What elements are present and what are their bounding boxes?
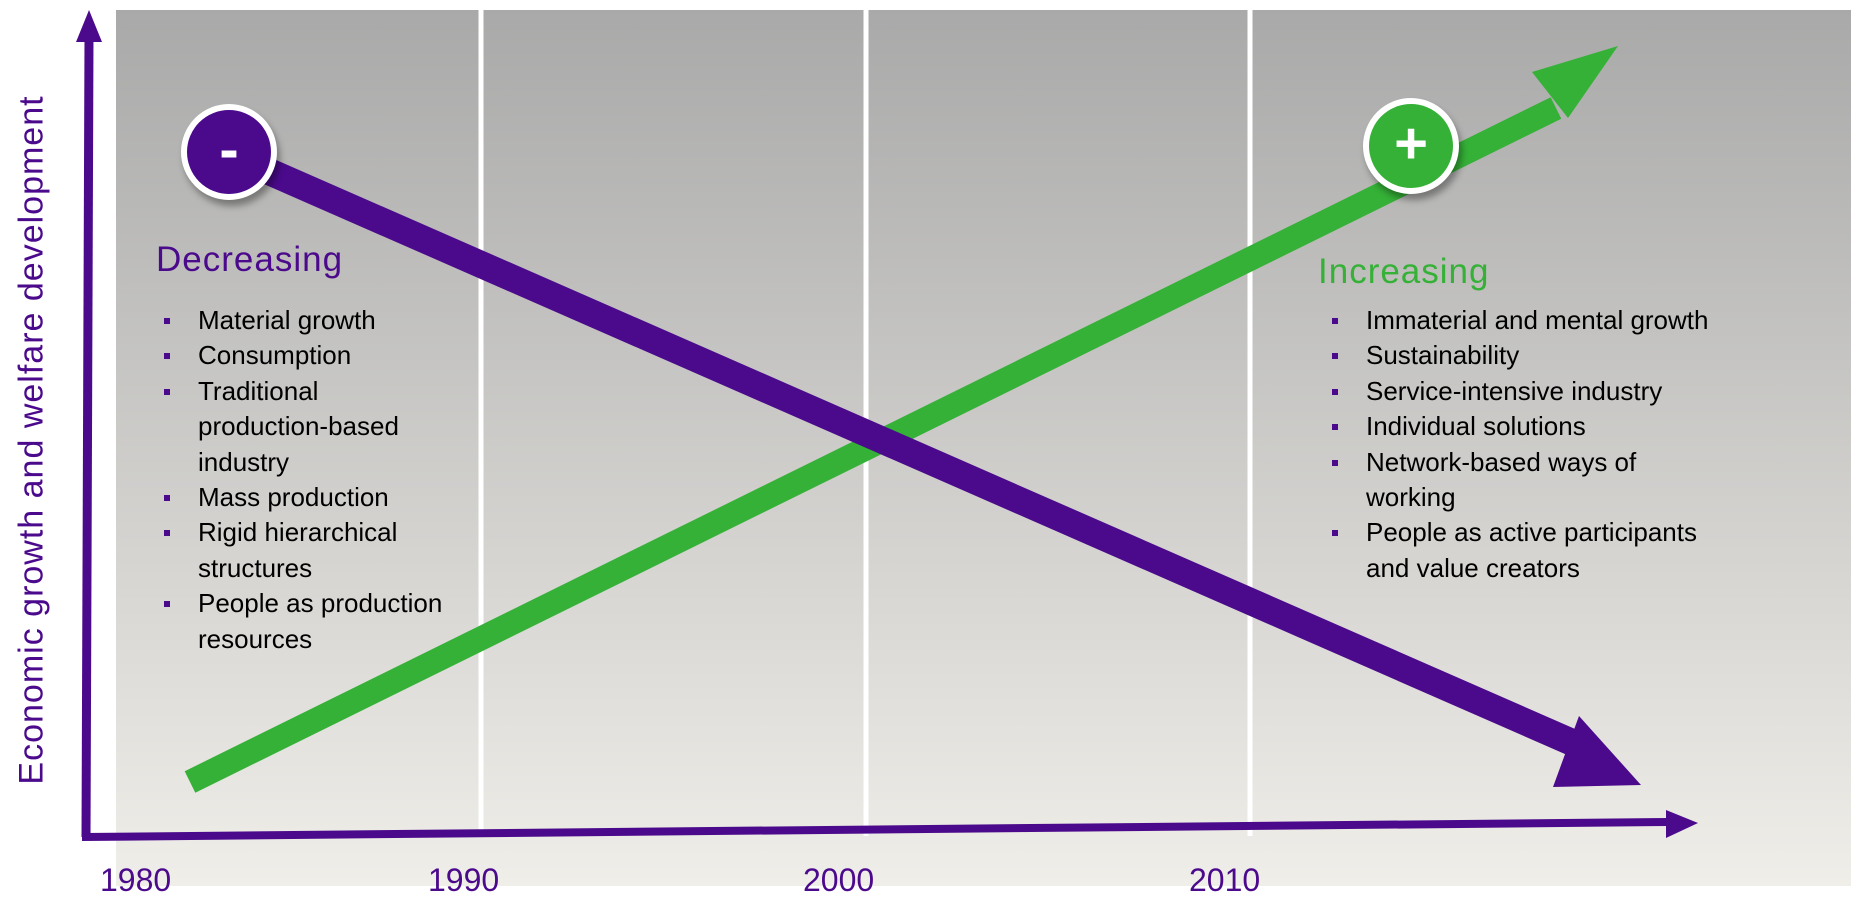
decreasing-item: Rigid hierarchical structures <box>158 515 442 586</box>
decreasing-item: People as production resources <box>158 586 442 657</box>
square-bullet-icon <box>164 318 170 324</box>
increasing-list: Immaterial and mental growth Sustainabili… <box>1326 303 1708 586</box>
x-axis <box>81 818 1669 841</box>
increasing-item-text: Sustainability <box>1366 340 1520 371</box>
x-axis-arrow-icon <box>1666 810 1698 838</box>
minus-icon: - <box>181 104 277 200</box>
increasing-item-text: Network-based ways of working <box>1366 446 1637 513</box>
increasing-item: Sustainability <box>1326 338 1708 373</box>
y-axis-arrow-icon <box>76 10 102 42</box>
y-axis-label: Economic growth and welfare development <box>12 95 51 785</box>
square-bullet-icon <box>1332 459 1338 466</box>
increasing-item: Immaterial and mental growth <box>1326 303 1708 338</box>
increasing-item: Individual solutions <box>1326 409 1708 444</box>
increasing-item-text: Service-intensive industry <box>1366 375 1663 406</box>
increasing-heading: Increasing <box>1318 252 1490 291</box>
decreasing-trend-line <box>232 145 1600 765</box>
square-bullet-icon <box>1332 318 1338 324</box>
increasing-item-text: Individual solutions <box>1366 411 1586 442</box>
square-bullet-icon <box>1332 353 1338 360</box>
x-tick-1980: 1980 <box>100 862 172 898</box>
x-tick-2000: 2000 <box>803 862 875 898</box>
decreasing-item: Material growth <box>158 303 442 338</box>
x-tick-2010: 2010 <box>1189 862 1261 898</box>
square-bullet-icon <box>164 601 170 608</box>
decreasing-item-text: Rigid hierarchical structures <box>198 517 398 583</box>
square-bullet-icon <box>1332 388 1338 395</box>
decreasing-item-text: Material growth <box>198 305 376 335</box>
decreasing-list: Material growth Consumption Traditional pro… <box>158 303 442 657</box>
decreasing-item-text: People as production resources <box>198 588 443 654</box>
square-bullet-icon <box>164 495 170 502</box>
increasing-trend-arrow-icon <box>1532 46 1618 118</box>
square-bullet-icon <box>1332 424 1338 431</box>
decreasing-item-text: Consumption <box>198 340 352 371</box>
increasing-item: People as active participants and value c… <box>1326 515 1708 586</box>
y-axis <box>81 35 94 838</box>
square-bullet-icon <box>164 388 170 395</box>
x-tick-1990: 1990 <box>428 862 500 898</box>
square-bullet-icon <box>1332 530 1338 537</box>
square-bullet-icon <box>164 530 170 537</box>
decreasing-heading: Decreasing <box>156 240 344 279</box>
plus-icon: + <box>1363 98 1459 194</box>
increasing-item: Network-based ways of working <box>1326 445 1708 516</box>
decreasing-item-text: Traditional production-based industry <box>198 375 399 477</box>
increasing-item: Service-intensive industry <box>1326 374 1708 409</box>
square-bullet-icon <box>164 353 170 360</box>
decreasing-item-text: Mass production <box>198 482 389 513</box>
increasing-item-text: People as active participants and value c… <box>1366 517 1697 583</box>
decreasing-item: Consumption <box>158 338 442 373</box>
decreasing-trend-arrow-icon <box>1553 716 1641 787</box>
decreasing-item: Mass production <box>158 480 442 515</box>
increasing-item-text: Immaterial and mental growth <box>1366 305 1709 335</box>
decreasing-item: Traditional production-based industry <box>158 374 442 480</box>
